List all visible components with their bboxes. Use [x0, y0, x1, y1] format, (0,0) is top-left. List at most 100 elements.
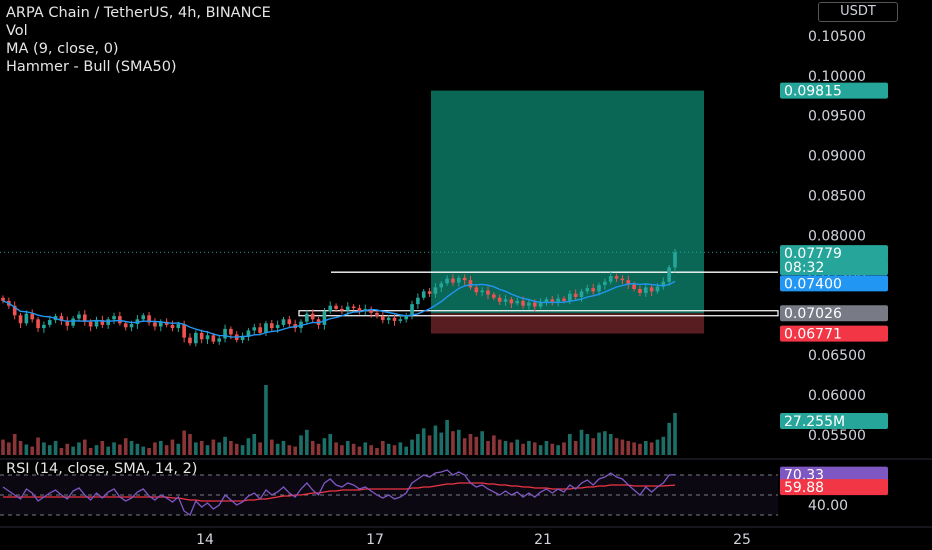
- candle[interactable]: [305, 313, 309, 322]
- candle[interactable]: [655, 286, 660, 292]
- candle[interactable]: [585, 288, 590, 292]
- candle[interactable]: [36, 319, 40, 329]
- candle[interactable]: [492, 294, 496, 298]
- candle[interactable]: [480, 290, 484, 293]
- candle[interactable]: [334, 305, 338, 309]
- candle[interactable]: [404, 315, 409, 320]
- entry-line[interactable]: [298, 310, 779, 317]
- candle[interactable]: [328, 305, 333, 312]
- price-pane[interactable]: [0, 90, 779, 347]
- candle[interactable]: [47, 320, 52, 325]
- candle[interactable]: [205, 335, 210, 340]
- candle[interactable]: [626, 280, 631, 285]
- candle[interactable]: [556, 298, 560, 302]
- candle[interactable]: [410, 304, 414, 316]
- candle[interactable]: [462, 277, 467, 281]
- candle[interactable]: [427, 291, 432, 294]
- rsi-line[interactable]: [2, 469, 676, 516]
- candle[interactable]: [199, 332, 204, 340]
- candle[interactable]: [451, 278, 455, 283]
- candle[interactable]: [643, 287, 648, 293]
- candle[interactable]: [217, 338, 222, 342]
- candle[interactable]: [71, 318, 75, 326]
- candle[interactable]: [357, 308, 362, 312]
- candle[interactable]: [310, 313, 315, 320]
- candle[interactable]: [147, 315, 151, 323]
- candle[interactable]: [129, 324, 134, 328]
- candle[interactable]: [246, 330, 251, 337]
- candle[interactable]: [211, 335, 216, 342]
- candle[interactable]: [562, 298, 566, 301]
- rsi-ma-line[interactable]: [3, 482, 676, 502]
- candle[interactable]: [515, 300, 520, 304]
- candle[interactable]: [170, 324, 175, 329]
- candle[interactable]: [351, 306, 356, 309]
- candle[interactable]: [340, 308, 344, 311]
- candle[interactable]: [597, 284, 601, 292]
- candle[interactable]: [182, 324, 186, 338]
- candle[interactable]: [416, 297, 420, 305]
- candle[interactable]: [153, 322, 157, 327]
- candle[interactable]: [258, 327, 262, 333]
- ma-indicator-label[interactable]: MA (9, close, 0): [6, 41, 119, 57]
- candle[interactable]: [322, 311, 327, 325]
- candle[interactable]: [287, 319, 292, 325]
- candle[interactable]: [568, 293, 572, 301]
- candle[interactable]: [486, 290, 490, 295]
- volume-indicator-label[interactable]: Vol: [6, 23, 28, 39]
- candle[interactable]: [82, 314, 87, 322]
- candle[interactable]: [527, 302, 531, 306]
- currency-button[interactable]: USDT: [818, 2, 898, 22]
- candle[interactable]: [433, 287, 438, 294]
- candle[interactable]: [269, 323, 274, 329]
- candle[interactable]: [667, 267, 671, 282]
- candle[interactable]: [474, 287, 479, 293]
- candle[interactable]: [229, 328, 233, 335]
- time-axis[interactable]: 14 17 21 25: [0, 526, 932, 548]
- candle[interactable]: [252, 327, 257, 331]
- profit-zone[interactable]: [431, 90, 704, 314]
- candle[interactable]: [638, 288, 642, 293]
- candle[interactable]: [118, 316, 122, 324]
- candle[interactable]: [456, 277, 461, 283]
- candle[interactable]: [614, 276, 619, 279]
- candle[interactable]: [30, 313, 35, 320]
- candle[interactable]: [12, 305, 17, 316]
- candle[interactable]: [158, 321, 163, 327]
- candle[interactable]: [608, 276, 613, 282]
- candle[interactable]: [88, 321, 93, 327]
- candle[interactable]: [392, 317, 397, 321]
- candle[interactable]: [281, 319, 286, 325]
- ma-line[interactable]: [2, 280, 676, 338]
- candle[interactable]: [579, 291, 584, 297]
- candle[interactable]: [123, 323, 128, 328]
- candle[interactable]: [439, 283, 444, 288]
- candle[interactable]: [603, 281, 607, 285]
- candle[interactable]: [106, 319, 110, 325]
- candle[interactable]: [77, 314, 81, 319]
- candle[interactable]: [369, 308, 373, 313]
- candle[interactable]: [497, 297, 502, 302]
- candle[interactable]: [620, 278, 625, 281]
- candle[interactable]: [468, 280, 473, 288]
- candle[interactable]: [532, 302, 537, 307]
- rsi-pane[interactable]: [0, 458, 932, 516]
- candle[interactable]: [386, 317, 391, 321]
- candle[interactable]: [24, 313, 29, 324]
- candle[interactable]: [264, 323, 268, 333]
- candle[interactable]: [673, 252, 677, 268]
- candle[interactable]: [375, 312, 379, 317]
- candle[interactable]: [275, 324, 280, 329]
- candle[interactable]: [421, 291, 426, 298]
- loss-zone[interactable]: [431, 313, 704, 334]
- candle[interactable]: [550, 299, 555, 302]
- candle[interactable]: [381, 316, 385, 321]
- candle[interactable]: [632, 284, 636, 289]
- candle[interactable]: [194, 332, 198, 344]
- candle[interactable]: [176, 324, 181, 329]
- candle[interactable]: [223, 328, 227, 339]
- candle[interactable]: [1, 297, 5, 301]
- candle[interactable]: [240, 336, 245, 341]
- candle[interactable]: [573, 293, 578, 297]
